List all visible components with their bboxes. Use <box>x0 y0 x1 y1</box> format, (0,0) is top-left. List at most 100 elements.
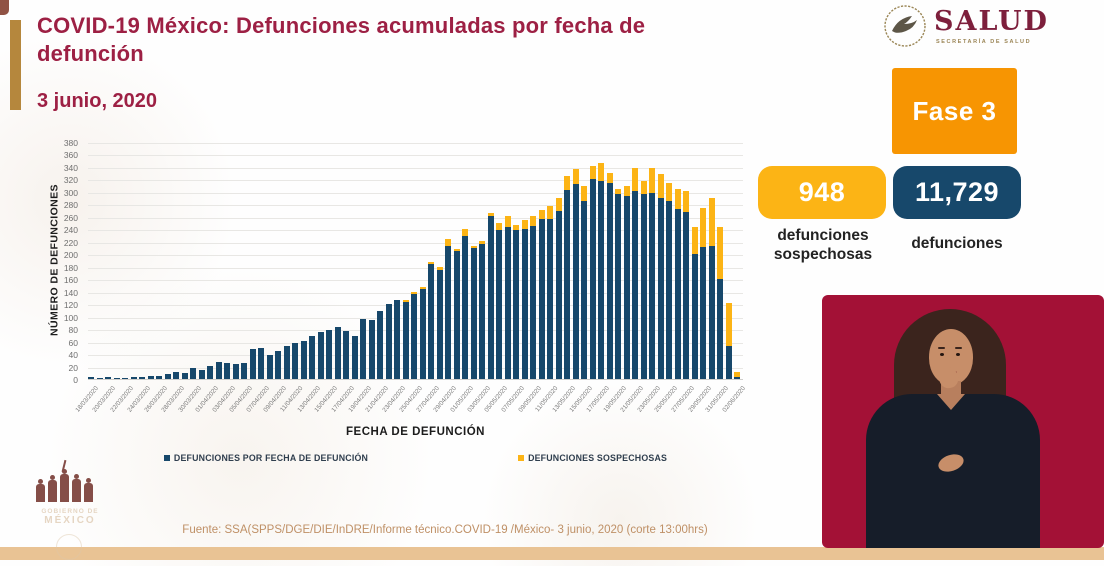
stacked-bar <box>139 376 146 379</box>
confirmed-segment <box>598 180 605 379</box>
stacked-bar <box>207 365 214 379</box>
confirmed-segment <box>88 377 94 379</box>
confirmed-segment <box>589 179 596 379</box>
confirmed-segment <box>428 264 435 379</box>
suspected-segment <box>445 239 452 247</box>
suspected-segment <box>572 168 579 185</box>
stacked-bar <box>462 229 469 379</box>
phase-label: Fase 3 <box>912 95 997 126</box>
stacked-bar <box>547 205 554 379</box>
confirmed-segment <box>547 218 554 379</box>
page-title: COVID-19 México: Defunciones acumuladas … <box>37 13 646 67</box>
stacked-bar <box>113 378 120 379</box>
stacked-bar <box>147 375 154 379</box>
confirmed-segment <box>377 311 384 379</box>
confirmed-segment <box>173 371 180 379</box>
suspected-segment <box>555 197 562 211</box>
stacked-bar <box>156 375 163 379</box>
stacked-bar <box>589 166 596 379</box>
confirmed-segment <box>249 349 256 379</box>
confirmed-segment <box>640 193 647 379</box>
confirmed-segment <box>538 218 545 379</box>
confirmed-segment <box>674 209 681 379</box>
chart-legend: DEFUNCIONES POR FECHA DE DEFUNCIÓN DEFUNC… <box>88 453 743 463</box>
confirmed-segment <box>479 244 486 379</box>
suspected-segment <box>683 191 690 212</box>
confirmed-segment <box>122 377 129 379</box>
confirmed-segment <box>241 363 248 379</box>
hero-figure <box>72 474 81 502</box>
hero-figure <box>36 479 45 502</box>
confirmed-segment <box>317 332 324 379</box>
deaths-chart: NÚMERO DE DEFUNCIONES 0 20 40 60 80 100 120 140… <box>44 132 756 477</box>
stacked-bar <box>317 332 324 379</box>
x-axis-title: FECHA DE DEFUNCIÓN <box>346 426 485 438</box>
confirmed-segment <box>470 248 477 379</box>
gobierno-de-mexico-logo: GOBIERNO DE MÉXICO <box>30 459 120 564</box>
suspected-segment <box>649 168 656 193</box>
gridline <box>88 217 743 219</box>
confirmed-segment <box>419 289 426 379</box>
confirmed-segment <box>164 374 171 379</box>
y-tick-label: 320 <box>63 175 78 186</box>
confirmed-segment <box>334 327 341 379</box>
stacked-bar <box>275 350 282 379</box>
stacked-bar <box>300 340 307 379</box>
stacked-bar <box>649 168 656 379</box>
stacked-bar <box>734 372 741 379</box>
confirmed-segment <box>572 184 579 379</box>
suspected-segment <box>470 246 477 249</box>
gridline <box>88 280 743 282</box>
source-note: Fuente: SSA(SPPS/DGE/DIE/InDRE/Informe t… <box>182 524 708 536</box>
y-tick-label: 280 <box>63 200 78 211</box>
suspected-segment <box>547 205 554 219</box>
suspected-segment <box>674 189 681 210</box>
stacked-bar <box>615 189 622 379</box>
confirmed-segment <box>436 270 443 379</box>
gridline <box>88 255 743 257</box>
confirmed-segment <box>734 377 741 379</box>
stacked-bar <box>190 368 197 379</box>
confirmed-segment <box>215 362 222 379</box>
confirmed-segment <box>343 330 350 379</box>
confirmed-segment <box>657 197 664 379</box>
gridline <box>88 205 743 207</box>
confirmed-segment <box>207 365 214 379</box>
stacked-bar <box>632 168 639 379</box>
sign-language-interpreter-video[interactable] <box>822 295 1104 548</box>
y-tick-label: 300 <box>63 187 78 198</box>
suspected-segment <box>513 224 520 230</box>
confirmed-segment <box>606 182 613 379</box>
y-tick-label: 120 <box>63 300 78 311</box>
confirmed-segment <box>462 236 469 379</box>
confirmed-segment <box>615 193 622 379</box>
suspected-segment <box>640 180 647 194</box>
salud-logo: SALUD SECRETARÍA DE SALUD <box>882 4 1092 54</box>
confirmed-segment <box>190 368 197 379</box>
suspected-segment <box>581 185 588 201</box>
suspected-segment <box>657 173 664 198</box>
plot-area: 18/03/2020 20/03/2020 22/03/2020 24/03/2020… <box>75 143 747 414</box>
stacked-bar <box>402 300 409 379</box>
confirmed-deaths-badge: 11,729 <box>893 166 1021 219</box>
confirmed-segment <box>487 215 494 379</box>
stacked-bar <box>581 185 588 379</box>
page-date: 3 junio, 2020 <box>37 90 158 112</box>
y-tick-label: 340 <box>63 162 78 173</box>
confirmed-segment <box>666 200 673 379</box>
stacked-bar <box>96 377 103 379</box>
y-tick-label: 200 <box>63 250 78 261</box>
confirmed-segment <box>725 345 732 379</box>
y-tick-label: 160 <box>63 275 78 286</box>
suspected-segment <box>402 300 409 302</box>
confirmed-segment <box>555 210 562 379</box>
stacked-bar <box>666 182 673 379</box>
interpreter-collar <box>937 394 965 410</box>
stacked-bar <box>521 219 528 379</box>
stacked-bar <box>394 299 401 379</box>
confirmed-segment <box>632 191 639 379</box>
stacked-bar <box>453 248 460 379</box>
confirmed-segment <box>623 196 630 379</box>
stacked-bar <box>224 363 231 379</box>
phase-badge: Fase 3 <box>892 68 1017 154</box>
